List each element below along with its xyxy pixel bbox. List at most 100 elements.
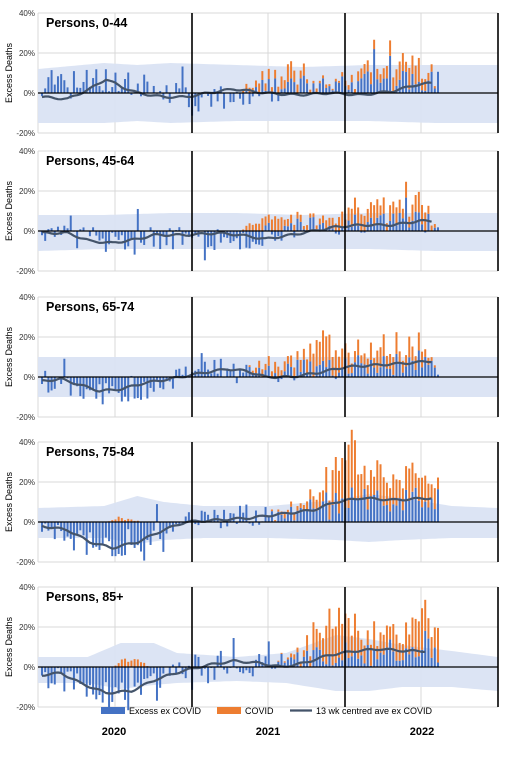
bar-excess xyxy=(57,76,59,93)
bar-covid xyxy=(424,476,426,502)
bar-covid xyxy=(258,361,260,368)
y-tick-label: -20% xyxy=(16,267,35,276)
bar-excess xyxy=(364,74,366,93)
bar-covid xyxy=(306,635,308,651)
bar-excess xyxy=(118,667,120,693)
bar-excess xyxy=(360,363,362,377)
panel-title: Persons, 85+ xyxy=(46,590,123,604)
bar-excess xyxy=(405,490,407,522)
bar-covid xyxy=(338,217,340,231)
bar-covid xyxy=(322,330,324,361)
bar-excess xyxy=(322,78,324,93)
bar-covid xyxy=(405,622,407,648)
bar-covid xyxy=(296,351,298,360)
bar-covid xyxy=(319,633,321,650)
bar-excess xyxy=(434,368,436,377)
bar-excess xyxy=(54,377,56,389)
y-axis-label: Excess Deaths xyxy=(4,471,14,532)
bar-excess xyxy=(54,522,56,539)
bar-excess xyxy=(127,231,129,246)
bar-excess xyxy=(380,501,382,522)
bar-excess xyxy=(399,498,401,522)
bar-covid xyxy=(287,356,289,364)
bar-excess xyxy=(427,508,429,523)
bar-covid xyxy=(364,466,366,489)
bar-excess xyxy=(153,86,155,93)
bar-excess xyxy=(319,83,321,93)
bar-covid xyxy=(335,626,337,663)
bar-covid xyxy=(357,340,359,356)
bar-covid xyxy=(367,209,369,222)
bar-excess xyxy=(424,502,426,522)
bar-excess xyxy=(140,522,142,552)
bar-excess xyxy=(143,377,145,382)
year-label-2021: 2021 xyxy=(256,726,280,738)
bar-excess xyxy=(54,667,56,684)
bar-covid xyxy=(293,71,295,83)
bar-excess xyxy=(185,367,187,377)
bar-covid xyxy=(434,627,436,647)
y-tick-label: 20% xyxy=(19,333,35,342)
bar-excess xyxy=(373,649,375,667)
bar-excess xyxy=(348,508,350,522)
bar-covid xyxy=(332,357,334,376)
bar-excess xyxy=(73,522,75,550)
bar-covid xyxy=(338,81,340,83)
bar-covid xyxy=(338,608,340,658)
bar-covid xyxy=(357,71,359,81)
bar-covid xyxy=(265,83,267,90)
bar-covid xyxy=(364,64,366,74)
year-label-2020: 2020 xyxy=(102,726,126,738)
bar-covid xyxy=(293,225,295,231)
bar-covid xyxy=(338,471,340,514)
bar-covid xyxy=(322,490,324,501)
bar-excess xyxy=(434,647,436,667)
bar-excess xyxy=(44,371,46,377)
bar-covid xyxy=(281,653,283,654)
bar-covid xyxy=(268,356,270,366)
bar-excess xyxy=(63,359,65,377)
bar-covid xyxy=(341,72,343,76)
bar-excess xyxy=(300,222,302,231)
bar-excess xyxy=(98,522,100,550)
bar-excess xyxy=(431,658,433,667)
bar-covid xyxy=(312,213,314,217)
bar-excess xyxy=(338,658,340,667)
bar-covid xyxy=(335,457,337,493)
bar-excess xyxy=(156,667,158,701)
bar-excess xyxy=(95,231,97,236)
bar-covid xyxy=(290,215,292,223)
bar-excess xyxy=(143,522,145,561)
bar-excess xyxy=(86,667,88,697)
bar-excess xyxy=(370,496,372,522)
bar-covid xyxy=(373,621,375,649)
bar-covid xyxy=(392,624,394,651)
bar-excess xyxy=(418,350,420,377)
y-tick-label: -20% xyxy=(16,703,35,712)
bar-excess xyxy=(389,639,391,667)
bar-covid xyxy=(293,654,295,659)
bar-covid xyxy=(360,68,362,78)
bar-excess xyxy=(44,88,46,93)
bar-covid xyxy=(290,502,292,507)
bar-covid xyxy=(389,354,391,369)
bar-covid xyxy=(364,646,366,664)
panel-title: Persons, 65-74 xyxy=(46,300,134,314)
bar-covid xyxy=(370,202,372,218)
bar-covid xyxy=(284,361,286,371)
bar-excess xyxy=(153,377,155,392)
bar-excess xyxy=(76,522,78,535)
bar-excess xyxy=(44,667,46,672)
bar-covid xyxy=(312,81,314,83)
bar-covid xyxy=(274,520,276,521)
bar-covid xyxy=(424,212,426,231)
bar-excess xyxy=(67,667,69,672)
bar-covid xyxy=(309,213,311,217)
bar-covid xyxy=(367,60,369,71)
bar-excess xyxy=(146,667,148,678)
bar-covid xyxy=(395,207,397,225)
bar-excess xyxy=(166,231,168,245)
